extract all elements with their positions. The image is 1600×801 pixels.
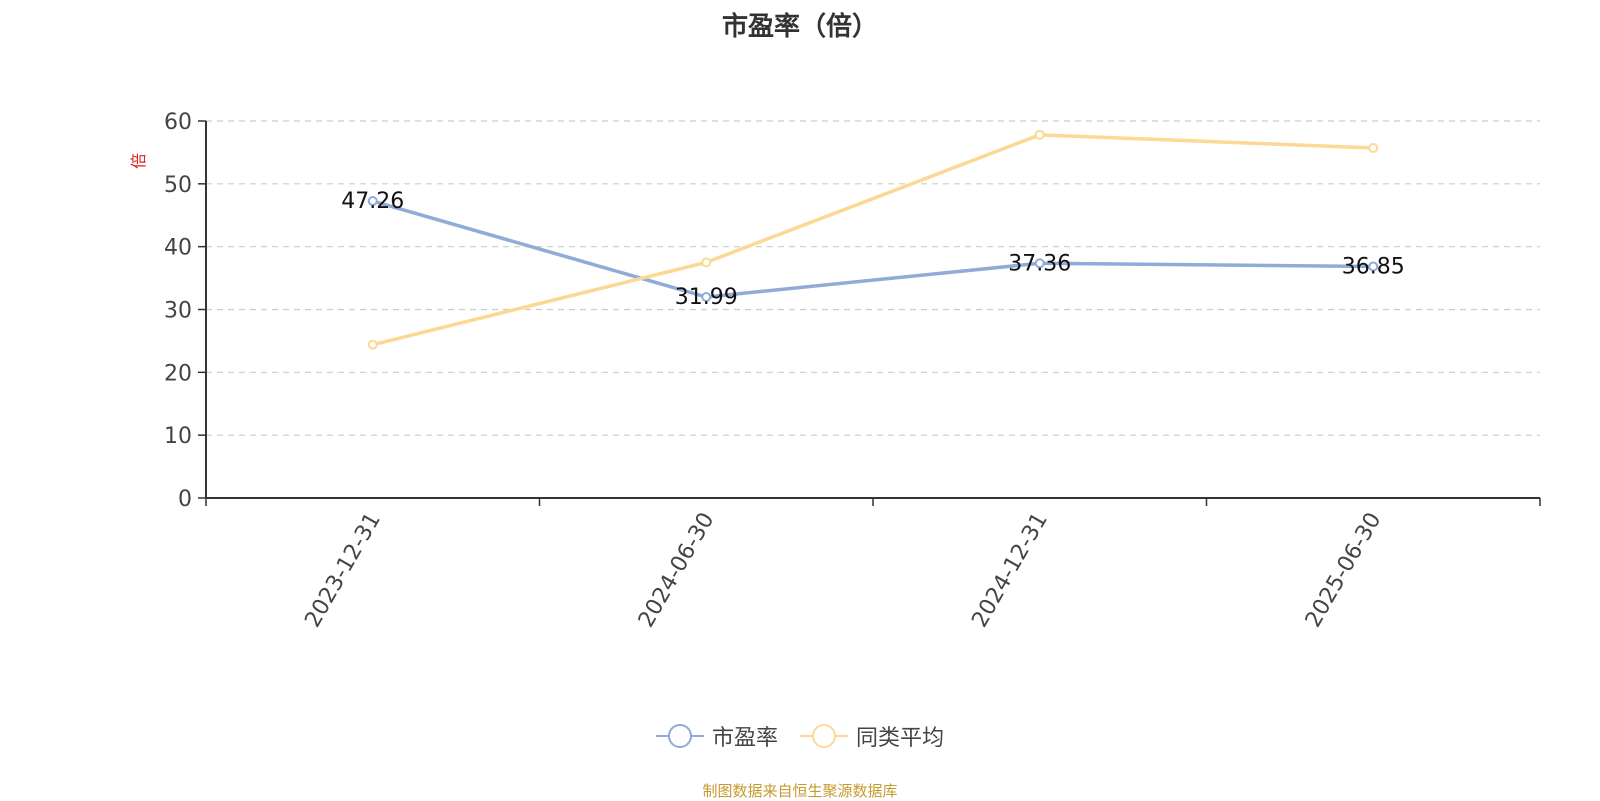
y-tick-label: 20 (164, 361, 192, 386)
data-label: 37.36 (1008, 251, 1071, 276)
legend-item-pe[interactable]: 市盈率 (655, 720, 778, 752)
data-labels: 47.26 31.99 37.36 36.85 (341, 189, 1404, 310)
legend-marker-pe (655, 724, 704, 748)
y-tick-label: 50 (164, 173, 192, 198)
y-tick-label: 40 (164, 236, 192, 261)
series-line-0 (372, 199, 1374, 299)
series-lines (367, 129, 1379, 350)
legend-label-pe: 市盈率 (711, 726, 778, 751)
x-tick-label: 2025-06-30 (1301, 509, 1387, 632)
data-label: 47.26 (341, 189, 404, 214)
y-axis-label: 倍 (129, 153, 148, 169)
y-tick-label: 0 (178, 487, 192, 512)
data-point (367, 339, 378, 350)
data-point (1368, 143, 1379, 154)
y-tick-label: 10 (164, 424, 192, 449)
grid-lines (206, 120, 1540, 436)
data-point (1034, 129, 1045, 140)
chart-title: 市盈率（倍） (721, 12, 878, 42)
data-point (1368, 261, 1379, 272)
series-line-1 (372, 133, 1374, 347)
y-tick-label: 30 (164, 299, 192, 324)
data-point (701, 291, 712, 302)
legend: 市盈率 同类平均 (0, 720, 1600, 752)
x-tick-label: 2024-12-31 (967, 509, 1053, 632)
x-tick-label: 2023-12-31 (300, 509, 386, 632)
legend-marker-peer-avg (800, 724, 848, 748)
footer-credit: 制图数据来自恒生聚源数据库 (702, 782, 898, 800)
x-tick-label: 2024-06-30 (634, 509, 720, 632)
legend-item-peer-avg[interactable]: 同类平均 (800, 720, 944, 752)
legend-label-peer-avg: 同类平均 (856, 726, 945, 751)
data-point (367, 196, 378, 207)
data-point (701, 257, 712, 268)
data-label: 36.85 (1342, 254, 1405, 279)
data-point (1034, 258, 1045, 269)
y-tick-label: 60 (164, 110, 192, 135)
data-label: 31.99 (675, 285, 738, 310)
